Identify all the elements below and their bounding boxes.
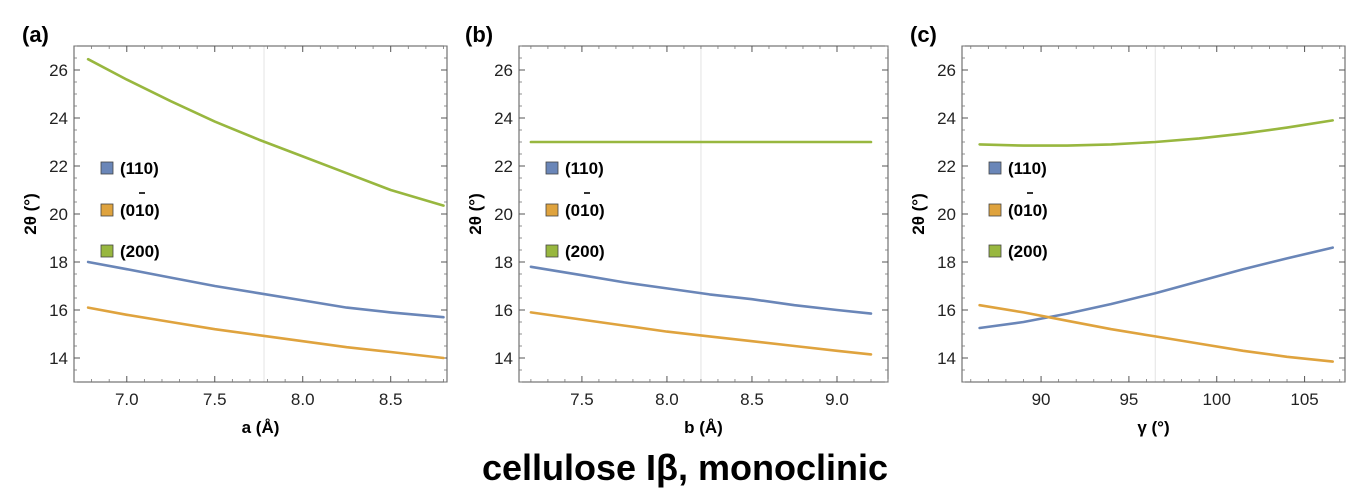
x-tick-label: 7.5 xyxy=(203,390,227,409)
panel-label: (b) xyxy=(465,22,493,47)
x-axis-label: a (Å) xyxy=(242,418,280,437)
y-tick-label: 24 xyxy=(494,109,513,128)
legend-label: (200) xyxy=(120,242,160,261)
y-tick-label: 18 xyxy=(49,253,68,272)
y-tick-label: 16 xyxy=(49,301,68,320)
legend-label: (110) xyxy=(565,159,604,178)
y-tick-label: 24 xyxy=(937,109,956,128)
x-tick-label: 7.0 xyxy=(115,390,139,409)
y-tick-label: 26 xyxy=(49,61,68,80)
chart-panel-1: (a) 14 16 18 20 22 24 26 7.0 7.5 8.0 8.5 a (Å) 2θ (°)… xyxy=(21,22,448,437)
y-tick-label: 22 xyxy=(49,157,68,176)
x-axis-label: b (Å) xyxy=(684,418,723,437)
legend-swatch xyxy=(988,203,1002,217)
legend-swatch xyxy=(100,244,114,258)
y-tick-label: 14 xyxy=(937,349,956,368)
y-tick-label: 14 xyxy=(49,349,68,368)
y-tick-label: 22 xyxy=(937,157,956,176)
legend-label: (200) xyxy=(565,242,605,261)
x-tick-label: 7.5 xyxy=(570,390,594,409)
panel-label: (a) xyxy=(22,22,49,47)
y-axis-label: 2θ (°) xyxy=(21,193,40,235)
series-line xyxy=(978,246,1334,330)
x-tick-label: 90 xyxy=(1032,390,1051,409)
legend-swatch xyxy=(545,203,559,217)
legend-swatch xyxy=(100,203,114,217)
chart-panel-2: (b) 14 16 18 20 22 24 26 7.5 8.0 8.5 9.0 b (Å) 2θ (°)… xyxy=(465,22,889,437)
y-tick-label: 20 xyxy=(937,205,956,224)
series-line xyxy=(529,311,873,356)
y-tick-label: 18 xyxy=(494,253,513,272)
series-line xyxy=(86,260,445,319)
x-axis-label: γ (°) xyxy=(1137,418,1169,437)
legend-label: (110) xyxy=(1008,159,1047,178)
x-tick-label: 8.0 xyxy=(291,390,315,409)
y-tick-label: 18 xyxy=(937,253,956,272)
series-line xyxy=(978,303,1334,363)
y-tick-label: 22 xyxy=(494,157,513,176)
legend-label: (010) xyxy=(1008,201,1048,220)
legend-label: (110) xyxy=(120,159,159,178)
y-axis-label: 2θ (°) xyxy=(466,193,485,235)
legend-label: (200) xyxy=(1008,242,1048,261)
y-tick-label: 20 xyxy=(49,205,68,224)
y-tick-label: 16 xyxy=(494,301,513,320)
chart-panel-3: (c) 14 16 18 20 22 24 26 90 95 100 105 γ (°) 2θ (°) (1… xyxy=(909,22,1346,437)
y-tick-label: 24 xyxy=(49,109,68,128)
legend-label: (010) xyxy=(120,201,160,220)
x-tick-label: 9.0 xyxy=(825,390,849,409)
y-tick-label: 16 xyxy=(937,301,956,320)
y-tick-label: 26 xyxy=(494,61,513,80)
legend-label: (010) xyxy=(565,201,605,220)
x-tick-label: 95 xyxy=(1119,390,1138,409)
figure-title: cellulose Iβ, monoclinic xyxy=(481,447,889,488)
y-tick-label: 20 xyxy=(494,205,513,224)
series-line xyxy=(86,57,445,207)
legend-swatch xyxy=(545,161,559,175)
y-axis-label: 2θ (°) xyxy=(909,193,928,235)
y-tick-label: 26 xyxy=(937,61,956,80)
x-tick-label: 8.5 xyxy=(379,390,403,409)
y-tick-label: 14 xyxy=(494,349,513,368)
panel-label: (c) xyxy=(910,22,937,47)
legend-swatch xyxy=(988,161,1002,175)
series-line xyxy=(529,265,873,315)
x-tick-label: 105 xyxy=(1290,390,1318,409)
legend-swatch xyxy=(988,244,1002,258)
series-line xyxy=(978,119,1334,147)
legend-swatch xyxy=(100,161,114,175)
legend-swatch xyxy=(545,244,559,258)
x-tick-label: 8.0 xyxy=(655,390,679,409)
plots: (a) 14 16 18 20 22 24 26 7.0 7.5 8.0 8.5 a (Å) 2θ (°)… xyxy=(21,22,1346,437)
x-tick-label: 8.5 xyxy=(740,390,764,409)
x-tick-label: 100 xyxy=(1203,390,1231,409)
series-line xyxy=(86,306,445,360)
